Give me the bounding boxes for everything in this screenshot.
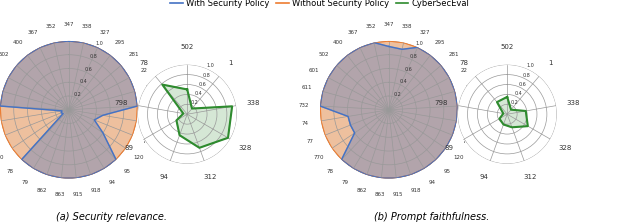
Text: (a) Security relevance.: (a) Security relevance. [56, 212, 168, 222]
Text: (b) Prompt faithfulness.: (b) Prompt faithfulness. [374, 212, 490, 222]
Polygon shape [163, 85, 232, 148]
Polygon shape [320, 43, 458, 178]
Polygon shape [0, 41, 138, 178]
Legend: With Security Policy, Without Security Policy, CyberSecEval: With Security Policy, Without Security P… [167, 0, 473, 11]
Polygon shape [320, 41, 458, 178]
Polygon shape [0, 41, 138, 178]
Polygon shape [497, 97, 528, 127]
